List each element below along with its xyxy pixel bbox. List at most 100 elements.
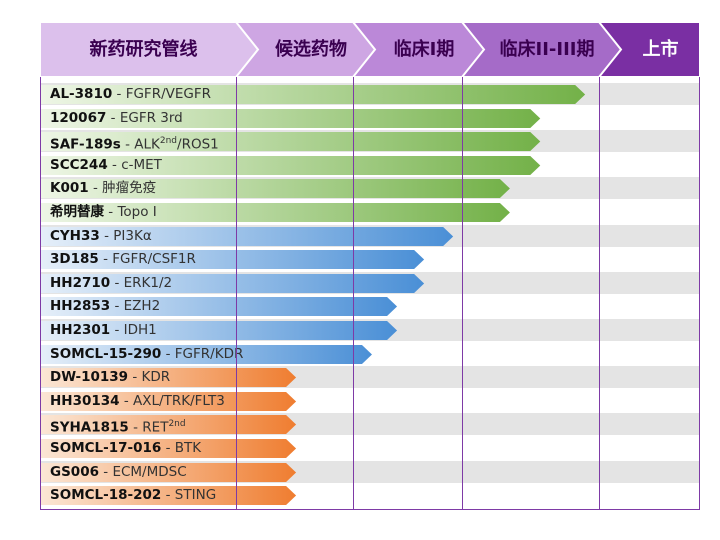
progress-arrow-shape (40, 344, 372, 364)
compound-code: SOMCL-17-016 (50, 440, 162, 456)
compound-target: BTK (174, 440, 202, 456)
compound-code: 3D185 (50, 251, 99, 268)
compound-code: HH2710 (50, 274, 111, 291)
progress-arrow-shape (40, 179, 510, 199)
compound-code: CYH33 (50, 227, 100, 244)
compound-label: AL-3810 - FGFR/VEGFR (50, 86, 211, 102)
stage-label-3: 临床II-III期 (499, 39, 595, 60)
progress-arrow (40, 486, 297, 506)
compound-target: PI3Kα (113, 227, 152, 244)
compound-label: HH2710 - ERK1/2 (50, 274, 173, 291)
stage-divider-line (40, 77, 41, 510)
progress-arrow-shape (40, 85, 586, 104)
compound-code: SOMCL-18-202 (50, 487, 162, 504)
compound-code: SAF-189s (50, 136, 121, 153)
stage-divider-line (599, 77, 600, 510)
progress-arrow (40, 85, 586, 104)
progress-arrow (40, 155, 541, 175)
compound-label: HH30134 - AXL/TRK/FLT3 (50, 392, 225, 409)
compound-target: EGFR 3rd (119, 109, 183, 126)
compound-label: HH2853 - EZH2 (50, 298, 161, 315)
progress-arrow (40, 415, 297, 435)
compound-code: 希明替康 (50, 204, 104, 220)
pipeline-row: 3D185 - FGFR/CSF1R (40, 248, 700, 271)
progress-arrow (40, 391, 297, 411)
compound-target: STING (174, 487, 217, 504)
compound-target: FGFR/VEGFR (125, 86, 211, 102)
compound-target: KDR (141, 369, 171, 386)
stage-label-2: 临床I期 (393, 39, 455, 60)
compound-label: CYH33 - PI3Kα (50, 227, 152, 244)
pipeline-row: AL-3810 - FGFR/VEGFR (40, 83, 700, 105)
pipeline-row: 120067 - EGFR 3rd (40, 106, 700, 129)
progress-arrow (40, 132, 541, 152)
progress-arrow-shape (40, 391, 297, 411)
pipeline-row: GS006 - ECM/MDSC (40, 460, 700, 483)
compound-code: SOMCL-15-290 (50, 345, 162, 362)
pipeline-row: SAF-189s - ALK2nd/ROS1 (40, 130, 700, 153)
stage-divider-line (699, 77, 700, 510)
stage-label-1: 候选药物 (275, 39, 347, 60)
compound-target: ERK1/2 (123, 274, 173, 291)
compound-target: 肿瘤免疫 (102, 180, 157, 197)
bottom-border (40, 509, 700, 510)
compound-label: 希明替康 - Topo I (50, 204, 157, 220)
compound-label: SYHA1815 - RET2nd (50, 419, 186, 436)
stage-label-0: 新药研究管线 (89, 39, 198, 60)
progress-arrow (40, 226, 454, 246)
pipeline-row: HH2710 - ERK1/2 (40, 271, 700, 294)
compound-label: 120067 - EGFR 3rd (50, 109, 183, 126)
compound-target: IDH1 (123, 322, 157, 338)
compound-label: SCC244 - c-MET (50, 156, 162, 173)
compound-label: SOMCL-18-202 - STING (50, 487, 217, 504)
progress-arrow (40, 344, 372, 364)
pipeline-stage-header: 新药研究管线 候选药物 临床I期 临床II-III期 上市 (40, 22, 700, 77)
compound-code: SCC244 (50, 156, 108, 173)
progress-arrow (40, 203, 510, 222)
progress-arrow-shape (40, 250, 425, 270)
progress-arrow-shape (40, 486, 297, 506)
compound-target: AXL/TRK/FLT3 (133, 392, 225, 409)
progress-arrow-shape (40, 203, 510, 222)
progress-arrow (40, 462, 297, 482)
progress-arrow (40, 108, 541, 128)
compound-code: DW-10139 (50, 369, 129, 386)
compound-target-suffix: /ROS1 (177, 136, 219, 153)
progress-arrow-shape (40, 226, 454, 246)
compound-code: SYHA1815 (50, 419, 129, 436)
compound-label: SAF-189s - ALK2nd/ROS1 (50, 136, 219, 153)
compound-code: 120067 (50, 109, 107, 126)
progress-arrow (40, 297, 398, 317)
compound-target: EZH2 (123, 298, 161, 315)
progress-arrow (40, 179, 510, 199)
compound-label: SOMCL-17-016 - BTK (50, 440, 202, 456)
progress-arrow-shape (40, 132, 541, 152)
compound-target: ALK (134, 136, 160, 153)
progress-arrow-shape (40, 108, 541, 128)
compound-target: RET (142, 419, 169, 436)
compound-code: GS006 (50, 463, 99, 480)
compound-label: 3D185 - FGFR/CSF1R (50, 251, 196, 268)
compound-target: FGFR/KDR (174, 345, 244, 362)
progress-arrow (40, 439, 297, 458)
progress-arrow-shape (40, 321, 398, 340)
target-superscript: 2nd (168, 419, 186, 430)
stage-chevron-0 (40, 22, 260, 77)
compound-target: c-MET (121, 156, 162, 173)
compound-code: HH2853 (50, 298, 111, 315)
compound-code: HH2301 (50, 322, 111, 338)
compound-target: ECM/MDSC (112, 463, 187, 480)
stage-divider-line (462, 77, 463, 510)
target-superscript: 2nd (159, 136, 178, 147)
compound-code: K001 (50, 180, 89, 197)
stage-divider-line (236, 77, 237, 510)
progress-arrow-shape (40, 368, 297, 388)
pipeline-row: K001 - 肿瘤免疫 (40, 177, 700, 200)
stage-divider-line (353, 77, 354, 510)
progress-arrow-shape (40, 273, 425, 293)
pipeline-row: HH2853 - EZH2 (40, 295, 700, 318)
compound-label: K001 - 肿瘤免疫 (50, 180, 157, 197)
compound-label: HH2301 - IDH1 (50, 322, 157, 338)
compound-code: AL-3810 (50, 86, 113, 102)
compound-label: DW-10139 - KDR (50, 369, 171, 386)
